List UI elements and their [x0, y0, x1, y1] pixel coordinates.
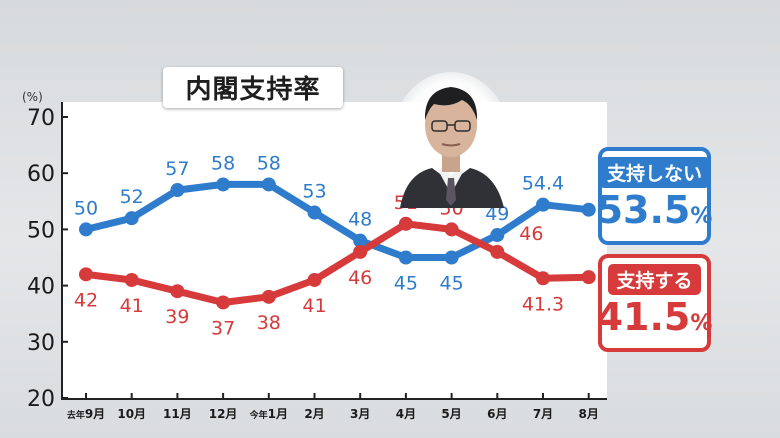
data-label: 45	[394, 273, 418, 295]
data-point	[307, 205, 322, 220]
y-tick-label: 20	[27, 387, 55, 412]
data-label: 49	[485, 203, 509, 225]
data-point	[536, 197, 550, 212]
y-tick-label: 50	[27, 218, 55, 243]
data-point	[444, 222, 459, 237]
y-tick-label: 40	[27, 275, 55, 300]
data-point	[536, 271, 550, 286]
data-point	[124, 272, 139, 287]
legend-oppose-label: 支持しない	[599, 157, 711, 188]
legend-support: 支持する 41.5%	[596, 254, 713, 352]
plot-area	[62, 102, 607, 398]
data-label: 50	[74, 197, 98, 219]
data-label: 54.4	[522, 173, 564, 195]
politician-photo	[392, 72, 510, 208]
legend-oppose-value: 53.5%	[596, 188, 713, 232]
x-tick-label: 10月	[117, 407, 146, 421]
data-label: 46	[519, 223, 543, 245]
legend-support-label: 支持する	[608, 264, 701, 295]
data-label: 39	[165, 306, 189, 328]
data-label: 58	[211, 152, 235, 174]
data-point	[216, 295, 231, 310]
x-tick-label: 3月	[350, 407, 370, 421]
data-label: 52	[120, 186, 144, 208]
legend-support-value: 41.5%	[596, 295, 713, 339]
data-label: 46	[348, 267, 372, 289]
x-tick-label: 5月	[441, 407, 461, 421]
data-label: 38	[257, 312, 281, 334]
data-label: 41	[120, 295, 144, 317]
chart-title: 内閣支持率	[163, 67, 343, 108]
data-point	[216, 177, 231, 192]
data-point	[79, 222, 93, 237]
series-line-1	[82, 220, 593, 306]
x-tick-label: 6月	[487, 407, 507, 421]
data-label: 37	[211, 317, 235, 339]
data-label: 58	[257, 152, 281, 174]
data-point	[261, 177, 276, 192]
series-lines	[82, 180, 593, 306]
x-tick-label: 2月	[304, 407, 324, 421]
y-tick-label: 30	[27, 331, 55, 356]
data-point	[307, 272, 322, 287]
data-point	[79, 267, 93, 282]
data-point	[261, 289, 276, 304]
x-tick-label: 今年1月	[249, 407, 288, 421]
series-line-0	[82, 180, 593, 261]
y-tick-label: 70	[27, 106, 55, 131]
data-point	[398, 216, 413, 231]
data-point	[398, 250, 413, 265]
data-point	[353, 233, 368, 248]
y-unit-label: (%)	[22, 90, 43, 104]
x-tick-label: 7月	[533, 407, 553, 421]
x-tick-label: 11月	[163, 407, 192, 421]
data-label: 48	[348, 209, 372, 231]
x-tick-label: 12月	[209, 407, 238, 421]
data-point	[124, 211, 139, 226]
y-tick-label: 60	[27, 162, 55, 187]
data-point	[170, 284, 185, 299]
data-point	[444, 250, 459, 265]
data-label: 41.3	[522, 293, 564, 315]
data-label: 53	[302, 181, 326, 203]
x-tick-label: 4月	[396, 407, 416, 421]
data-point	[581, 202, 596, 217]
axes: 20 30 40 50 60 70 去年9月 10月 11月 12月 今年1月 2月 3月 4月 5月 6月 7…	[27, 102, 607, 421]
data-point	[170, 183, 185, 198]
legend-oppose: 支持しない 53.5%	[596, 147, 713, 245]
series-points	[79, 177, 596, 310]
data-point	[581, 270, 596, 285]
data-point	[353, 244, 368, 259]
data-point	[490, 244, 505, 259]
data-point	[490, 228, 505, 243]
data-label: 57	[165, 158, 189, 180]
data-label: 45	[440, 273, 464, 295]
data-label: 41	[302, 295, 326, 317]
x-tick-label: 8月	[579, 407, 599, 421]
x-tick-label: 去年9月	[67, 407, 105, 421]
data-label: 42	[74, 289, 98, 311]
